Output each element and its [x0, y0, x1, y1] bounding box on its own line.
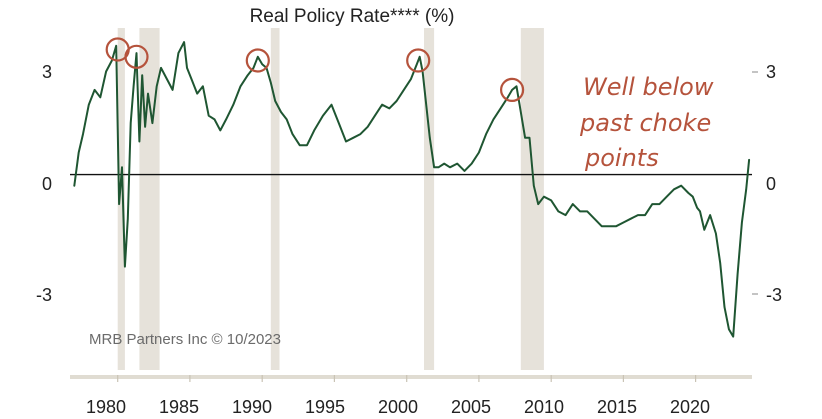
x-tick-label-2000: 2000 — [378, 397, 418, 417]
x-tick-label-2005: 2005 — [451, 397, 491, 417]
series-line-real-policy-rate — [73, 41, 751, 338]
y-tick-left-0: 0 — [42, 174, 52, 194]
x-tick-label-1995: 1995 — [305, 397, 345, 417]
y-tick-left-3: 3 — [42, 62, 52, 82]
x-tick-label-1990: 1990 — [232, 397, 272, 417]
choke-point-circle-5 — [499, 77, 525, 103]
choke-point-circle-2 — [124, 44, 149, 69]
choke-point-circle-3 — [245, 48, 270, 73]
x-axis-ticks — [117, 375, 697, 382]
x-tick-label-1980: 1980 — [86, 397, 126, 417]
recession-shading — [117, 28, 544, 370]
recession-band-1 — [117, 28, 125, 370]
x-tick-label-2015: 2015 — [597, 397, 637, 417]
annotation-line-1: Well below — [583, 73, 714, 101]
recession-band-4 — [424, 28, 435, 370]
x-tick-label-1985: 1985 — [159, 397, 199, 417]
series-group — [73, 41, 751, 338]
x-tick-label-2010: 2010 — [524, 397, 564, 417]
annotation-line-3: points — [584, 144, 659, 172]
x-tick-label-2020: 2020 — [670, 397, 710, 417]
choke-point-circle-4 — [406, 48, 431, 73]
annotation-line-2: past choke — [579, 109, 711, 137]
y-tick-right-minus3: -3 — [766, 285, 782, 305]
choke-point-markers — [105, 37, 525, 103]
recession-band-3 — [270, 28, 280, 370]
chart-title: Real Policy Rate**** (%) — [250, 6, 455, 27]
credit-text: MRB Partners Inc © 10/2023 — [89, 331, 281, 348]
recession-band-5 — [520, 28, 544, 370]
y-tick-right-0: 0 — [766, 174, 776, 194]
y-tick-left-minus3: -3 — [36, 285, 52, 305]
y-tick-right-3: 3 — [766, 62, 776, 82]
